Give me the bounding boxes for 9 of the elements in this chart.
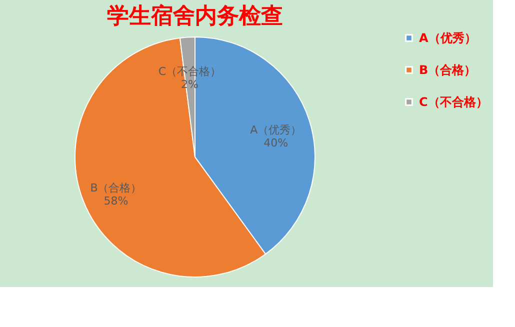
slice-label: A（优秀） [250, 124, 302, 137]
data-label: 40% [264, 136, 288, 150]
data-label: 2% [180, 78, 198, 92]
legend-label: A（优秀） [419, 31, 476, 45]
legend-label: C（不合格） [419, 95, 488, 109]
slice-label: B（合格） [90, 181, 142, 194]
chart-title: 学生宿舍内务检查 [107, 3, 283, 29]
legend-label: B（合格） [419, 63, 476, 77]
data-label: 58% [104, 194, 128, 208]
